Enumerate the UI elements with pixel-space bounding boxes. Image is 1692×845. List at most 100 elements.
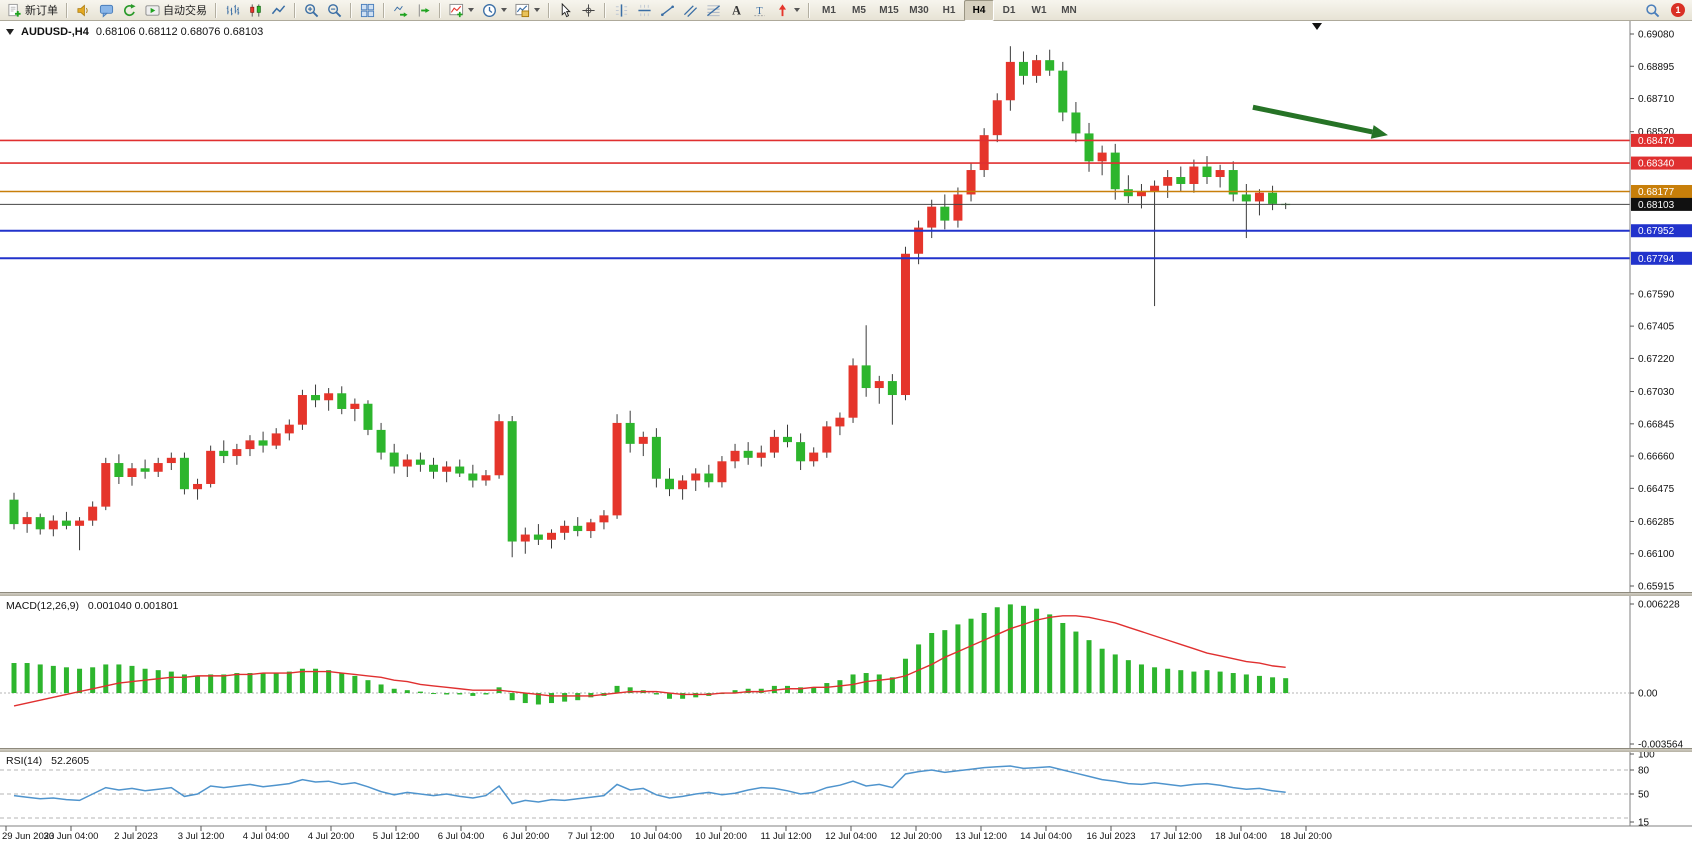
candle-body xyxy=(665,478,674,490)
cursor-icon xyxy=(558,2,573,18)
candle-body xyxy=(206,450,216,484)
svg-text:100: 100 xyxy=(1638,750,1655,761)
chart-shift-button[interactable] xyxy=(412,1,435,20)
timeframe-m1-button[interactable]: M1 xyxy=(822,4,836,16)
crosshair-icon xyxy=(581,3,596,18)
zoom-in-button[interactable] xyxy=(300,1,323,20)
toolbar-button-label: 新订单 xyxy=(25,5,58,17)
toolbar-separator xyxy=(808,2,810,18)
timeframe-m5-button[interactable]: M5 xyxy=(852,4,866,16)
periods-button[interactable] xyxy=(478,1,511,20)
candle-body xyxy=(1150,185,1160,191)
candle-body xyxy=(809,452,819,462)
candle-body xyxy=(468,473,478,481)
timeframe-h1-button[interactable]: H1 xyxy=(942,4,956,16)
candle-body xyxy=(507,421,517,542)
label-button[interactable]: T xyxy=(748,1,771,20)
toolbar-separator xyxy=(215,2,217,18)
candle-chart-button[interactable] xyxy=(244,1,267,20)
candle-body xyxy=(494,421,504,476)
candle-body xyxy=(297,395,307,425)
chat-button[interactable] xyxy=(95,1,118,20)
news-button[interactable] xyxy=(72,1,95,20)
new-order-button[interactable]: 新订单 xyxy=(3,1,62,20)
svg-text:0.006228: 0.006228 xyxy=(1638,600,1680,611)
svg-text:0.66660: 0.66660 xyxy=(1638,452,1675,463)
toolbar-separator xyxy=(383,2,385,18)
candle-body xyxy=(402,459,412,467)
timeframe-d1-button[interactable]: D1 xyxy=(1002,4,1016,16)
price-tag-0.68470: 0.68470 xyxy=(1631,133,1692,147)
svg-text:10 Jul 04:00: 10 Jul 04:00 xyxy=(630,831,682,842)
fibonacci-button[interactable] xyxy=(702,1,725,20)
timeframe-m30-button[interactable]: M30 xyxy=(909,4,929,16)
candle-body xyxy=(625,422,635,444)
search-button[interactable] xyxy=(1641,1,1664,20)
svg-text:80: 80 xyxy=(1638,766,1650,777)
templates-button[interactable] xyxy=(511,1,544,20)
one-click-trading-toggle-icon[interactable] xyxy=(6,29,14,35)
horizontal-line-button[interactable] xyxy=(633,1,656,20)
svg-text:10 Jul 20:00: 10 Jul 20:00 xyxy=(695,831,747,842)
refresh-button[interactable] xyxy=(118,1,141,20)
candle-body xyxy=(376,429,386,453)
trade-direction-arrow[interactable] xyxy=(1252,104,1388,139)
svg-text:0.68520: 0.68520 xyxy=(1638,127,1675,138)
bar-chart-button[interactable] xyxy=(221,1,244,20)
candle-body xyxy=(284,424,294,434)
candle-body xyxy=(769,436,779,453)
price-axis[interactable]: 0.69080 0.68895 0.68710 0.68520 0.67590 0.674… xyxy=(1630,30,1692,593)
candle-body xyxy=(1071,112,1081,134)
price-tag-0.68177: 0.68177 xyxy=(1631,184,1692,198)
candle-body xyxy=(861,365,871,389)
zoom-out-icon xyxy=(327,3,342,18)
chart-candles-icon xyxy=(248,3,263,18)
panel-splitter-macd[interactable] xyxy=(0,592,1692,596)
timeframe-h4-button[interactable]: H4 xyxy=(964,0,994,21)
svg-text:11 Jul 12:00: 11 Jul 12:00 xyxy=(760,831,811,842)
candle-body xyxy=(887,381,897,396)
text-button[interactable]: A xyxy=(725,1,748,20)
candle-body xyxy=(533,534,543,540)
cursor-button[interactable] xyxy=(554,1,577,20)
timeframe-mn-button[interactable]: MN xyxy=(1061,4,1077,16)
chevron-down-icon xyxy=(794,8,800,12)
channel-button[interactable] xyxy=(679,1,702,20)
toolbar-separator xyxy=(604,2,606,18)
candle-body xyxy=(258,440,268,446)
notification-badge[interactable]: 1 xyxy=(1671,3,1685,17)
vertical-line-button[interactable] xyxy=(610,1,633,20)
zoom-out-button[interactable] xyxy=(323,1,346,20)
candle-body xyxy=(232,449,242,457)
svg-text:17 Jul 12:00: 17 Jul 12:00 xyxy=(1150,831,1202,842)
auto-scroll-button[interactable] xyxy=(389,1,412,20)
candle-body xyxy=(1268,192,1278,204)
crosshair-button[interactable] xyxy=(577,1,600,20)
trendline-button[interactable] xyxy=(656,1,679,20)
rsi-value: 52.2605 xyxy=(51,755,90,767)
svg-text:6 Jul 04:00: 6 Jul 04:00 xyxy=(438,831,484,842)
indicators-button[interactable] xyxy=(445,1,478,20)
svg-text:13 Jul 12:00: 13 Jul 12:00 xyxy=(955,831,1007,842)
chart-shift-marker-icon[interactable] xyxy=(1312,23,1322,30)
panel-splitter-rsi[interactable] xyxy=(0,748,1692,752)
timeframe-m15-button[interactable]: M15 xyxy=(879,4,899,16)
svg-text:15: 15 xyxy=(1638,818,1650,829)
arrows-button[interactable] xyxy=(771,1,804,20)
tile-windows-button[interactable] xyxy=(356,1,379,20)
vline-icon xyxy=(614,3,629,18)
timeframe-w1-button[interactable]: W1 xyxy=(1031,4,1047,16)
auto-scroll-icon xyxy=(393,3,408,18)
candle-body xyxy=(481,475,491,481)
line-chart-button[interactable] xyxy=(267,1,290,20)
tile-windows-icon xyxy=(360,3,375,18)
candle-body xyxy=(1058,70,1068,113)
candle-body xyxy=(940,206,950,221)
autotrade-button[interactable]: 自动交易 xyxy=(141,1,211,20)
candle-body xyxy=(61,520,71,526)
candle-body xyxy=(612,422,622,516)
svg-text:0.67220: 0.67220 xyxy=(1638,354,1675,365)
toolbar-separator xyxy=(350,2,352,18)
